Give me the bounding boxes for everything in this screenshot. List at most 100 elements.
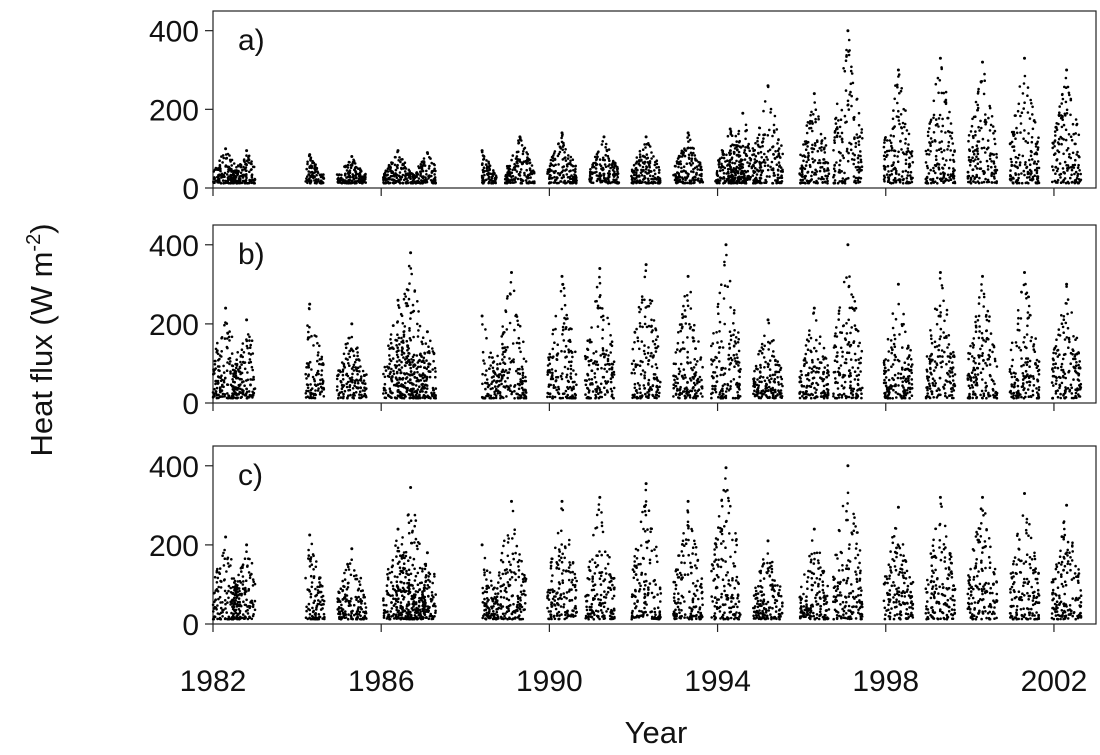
data-point <box>496 363 499 366</box>
data-point <box>611 363 614 366</box>
data-point <box>933 100 936 103</box>
data-point <box>722 150 725 153</box>
data-point <box>906 129 909 132</box>
data-point <box>654 327 657 330</box>
data-point <box>852 117 855 120</box>
data-point <box>1019 164 1022 167</box>
data-point <box>896 115 899 118</box>
data-point <box>731 156 734 159</box>
data-point <box>427 365 430 368</box>
data-point <box>1036 182 1039 185</box>
data-point <box>318 345 321 348</box>
data-point <box>1070 135 1073 138</box>
data-point <box>693 358 696 361</box>
data-point <box>590 177 593 180</box>
data-point <box>892 118 895 121</box>
data-point <box>306 383 309 386</box>
data-point <box>975 101 978 104</box>
data-point <box>992 125 995 128</box>
data-point <box>417 379 420 382</box>
data-point <box>398 364 401 367</box>
data-point <box>500 379 503 382</box>
data-point <box>402 356 405 359</box>
data-point <box>1068 156 1071 159</box>
data-point <box>391 346 394 349</box>
data-point <box>575 175 578 178</box>
data-point <box>239 163 242 166</box>
data-point <box>524 376 527 379</box>
data-point <box>1063 172 1066 175</box>
data-point <box>553 341 556 344</box>
data-point <box>650 151 653 154</box>
data-point <box>586 373 589 376</box>
data-point <box>496 380 499 383</box>
data-point <box>722 169 725 172</box>
data-point <box>689 182 692 185</box>
data-point <box>1056 170 1059 173</box>
data-point <box>401 182 404 185</box>
data-point <box>525 179 528 182</box>
data-point <box>529 161 532 164</box>
data-point <box>689 377 692 380</box>
data-point <box>1075 118 1078 121</box>
data-point <box>314 393 317 396</box>
data-point <box>652 340 655 343</box>
data-point <box>692 152 695 155</box>
data-point <box>932 167 935 170</box>
data-point <box>745 129 748 132</box>
data-point <box>483 166 486 169</box>
data-point <box>813 101 816 104</box>
data-point <box>239 366 242 369</box>
data-point <box>344 390 347 393</box>
data-point <box>242 380 245 383</box>
data-point <box>308 366 311 369</box>
data-point <box>522 377 525 380</box>
data-point <box>686 361 689 364</box>
data-point <box>564 328 567 331</box>
data-point <box>900 90 903 93</box>
data-point <box>851 72 854 75</box>
peak-point <box>767 84 770 87</box>
data-point <box>600 383 603 386</box>
data-point <box>405 302 408 305</box>
data-point <box>858 140 861 143</box>
data-point <box>718 161 721 164</box>
data-point <box>806 145 809 148</box>
data-point <box>590 369 593 372</box>
data-point <box>715 391 718 394</box>
data-point <box>933 131 936 134</box>
data-point <box>217 369 220 372</box>
data-point <box>756 173 759 176</box>
data-point <box>762 169 765 172</box>
data-point <box>724 284 727 287</box>
data-point <box>767 169 770 172</box>
data-point <box>434 394 437 397</box>
data-point <box>221 379 224 382</box>
data-point <box>234 363 237 366</box>
data-point <box>724 367 727 370</box>
data-point <box>565 314 568 317</box>
data-point <box>729 159 732 162</box>
data-point <box>927 131 930 134</box>
data-point <box>929 169 932 172</box>
data-point <box>412 383 415 386</box>
data-point <box>389 338 392 341</box>
data-point <box>596 385 599 388</box>
data-point <box>736 144 739 147</box>
data-point <box>567 157 570 160</box>
data-point <box>953 181 956 184</box>
data-point <box>907 147 910 150</box>
data-point <box>352 162 355 165</box>
data-point <box>840 118 843 121</box>
data-point <box>212 181 215 184</box>
data-point <box>909 151 912 154</box>
data-point <box>339 371 342 374</box>
data-point <box>399 394 402 397</box>
data-point <box>481 373 484 376</box>
data-point <box>636 364 639 367</box>
y-tick-label: 200 <box>149 309 199 342</box>
data-point <box>834 118 837 121</box>
data-point <box>726 159 729 162</box>
data-point <box>895 172 898 175</box>
data-point <box>433 164 436 167</box>
